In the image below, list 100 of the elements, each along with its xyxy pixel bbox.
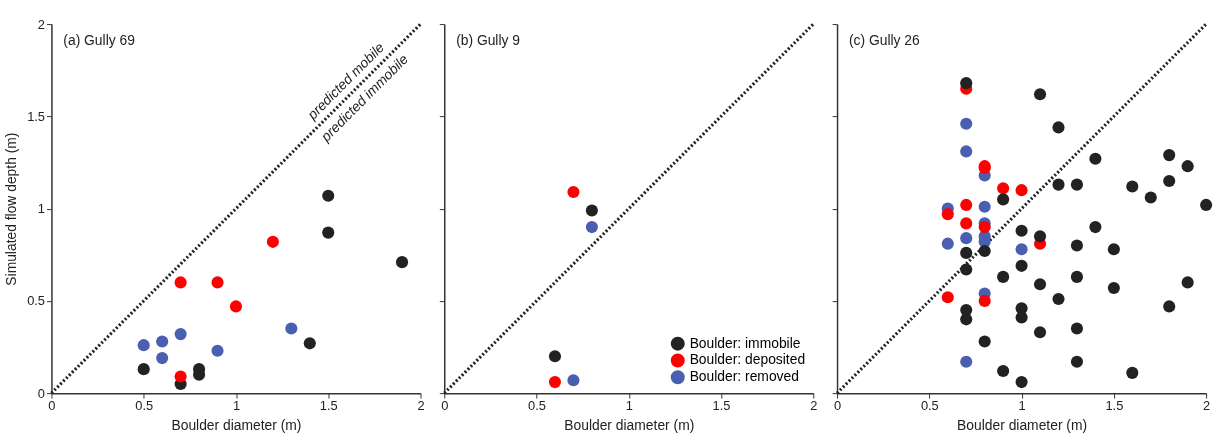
- x-tick-label: 1: [1018, 398, 1026, 414]
- x-axis-title: Boulder diameter (m): [564, 417, 695, 434]
- point: [548, 376, 562, 389]
- point: [978, 200, 991, 213]
- point: [229, 300, 243, 313]
- x-tick-label: 1.5: [319, 398, 338, 414]
- x-tick-label: 1.5: [1105, 398, 1124, 414]
- point: [1015, 224, 1028, 237]
- x-tick-label: 0: [833, 398, 842, 414]
- point: [1052, 178, 1065, 191]
- point: [174, 276, 187, 289]
- point: [1163, 149, 1176, 162]
- point: [303, 337, 316, 350]
- point: [978, 221, 991, 234]
- text: (c) Gully 26: [848, 31, 921, 48]
- point: [941, 291, 954, 304]
- point: [1144, 191, 1157, 204]
- point: [1200, 198, 1213, 211]
- point: [1163, 300, 1176, 313]
- point: [1015, 259, 1028, 272]
- point: [1033, 230, 1047, 243]
- point: [585, 204, 598, 217]
- point: [960, 355, 973, 368]
- y-axis-title: Simulated flow depth (m): [3, 132, 20, 286]
- point: [156, 335, 169, 348]
- point: [156, 352, 169, 365]
- point: [211, 344, 224, 357]
- x-tick-label: 0: [48, 398, 56, 414]
- point: [1163, 174, 1176, 187]
- point: [1070, 178, 1084, 191]
- point: [960, 117, 973, 130]
- legend-label: Boulder: deposited: [689, 351, 806, 368]
- point: [266, 235, 279, 248]
- x-tick-label: 0: [441, 398, 449, 414]
- x-tick-label: 1: [232, 398, 241, 414]
- point: [941, 237, 954, 250]
- y-tick-label: 0: [37, 385, 46, 401]
- point: [548, 350, 562, 363]
- x-tick-label: 2: [417, 398, 425, 414]
- point: [997, 270, 1010, 283]
- point: [1070, 270, 1084, 283]
- point: [1015, 184, 1028, 197]
- point: [285, 322, 298, 335]
- point: [1070, 322, 1084, 335]
- x-tick-label: 2: [1203, 398, 1211, 414]
- point: [960, 232, 973, 245]
- x-tick-label: 0.5: [135, 398, 154, 414]
- point: [1015, 376, 1028, 389]
- point: [941, 208, 954, 221]
- point: [1033, 88, 1047, 101]
- point: [322, 189, 335, 202]
- point: [174, 328, 187, 341]
- point: [960, 313, 973, 326]
- point: [1015, 243, 1028, 256]
- x-axis-title: Boulder diameter (m): [957, 417, 1088, 434]
- point: [1033, 278, 1047, 291]
- x-tick-label: 1: [625, 398, 633, 414]
- point: [137, 339, 150, 352]
- point: [1052, 292, 1065, 306]
- x-tick-label: 0.5: [528, 398, 546, 414]
- point: [960, 198, 973, 211]
- point: [1089, 221, 1102, 234]
- text: (a) Gully 69: [63, 31, 136, 48]
- point: [960, 217, 973, 230]
- point: [1181, 276, 1194, 289]
- point: [960, 246, 973, 259]
- legend-label: Boulder: immobile: [689, 334, 801, 351]
- y-tick-label: 2: [37, 16, 46, 32]
- point: [960, 263, 973, 276]
- point: [1126, 366, 1139, 379]
- x-axis-title: Boulder diameter (m): [171, 417, 302, 434]
- legend-label: Boulder: removed: [689, 368, 799, 385]
- point: [1033, 326, 1047, 339]
- y-tick-label: 1.5: [27, 108, 46, 124]
- point: [137, 363, 150, 376]
- y-tick-label: 1: [37, 201, 46, 217]
- point: [585, 221, 598, 234]
- point: [978, 245, 991, 258]
- point: [960, 145, 973, 158]
- y-tick-label: 0.5: [27, 293, 46, 309]
- point: [174, 370, 187, 383]
- x-tick-label: 2: [810, 398, 818, 414]
- point: [211, 276, 224, 289]
- point: [960, 77, 973, 90]
- point: [1089, 152, 1102, 165]
- point: [1107, 281, 1120, 295]
- point: [567, 185, 580, 199]
- point: [1070, 239, 1084, 252]
- text: (b) Gully 9: [456, 31, 521, 48]
- point: [1070, 355, 1084, 368]
- x-tick-label: 1.5: [712, 398, 731, 414]
- point: [322, 226, 335, 239]
- point: [396, 256, 409, 269]
- point: [997, 182, 1010, 195]
- point: [978, 294, 991, 307]
- point: [1126, 180, 1139, 193]
- point: [978, 335, 991, 348]
- point: [1052, 121, 1065, 134]
- point: [997, 364, 1010, 378]
- x-tick-label: 0.5: [920, 398, 939, 414]
